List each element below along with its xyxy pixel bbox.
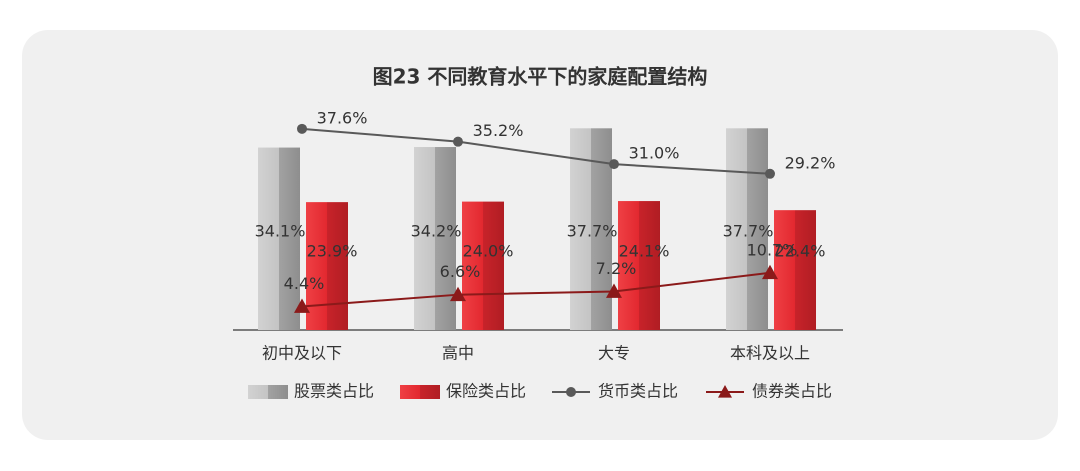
bar	[618, 201, 660, 330]
legend-label: 货币类占比	[598, 382, 678, 401]
marker	[606, 283, 622, 298]
legend-label: 保险类占比	[446, 382, 526, 401]
data-label: 29.2%	[785, 153, 836, 172]
legend-label: 股票类占比	[294, 382, 374, 401]
data-label: 4.4%	[284, 274, 325, 293]
marker	[762, 264, 778, 280]
data-label: 35.2%	[473, 121, 524, 140]
marker	[450, 286, 466, 302]
data-label: 23.9%	[307, 242, 358, 261]
x-tick-label: 大专	[598, 344, 630, 363]
bar	[258, 147, 300, 330]
data-label: 37.7%	[567, 222, 618, 241]
data-label: 7.2%	[596, 259, 637, 278]
marker	[609, 159, 619, 170]
marker	[297, 123, 307, 134]
marker	[453, 136, 463, 147]
bar	[774, 210, 816, 330]
marker	[765, 168, 775, 179]
data-label: 24.0%	[463, 242, 514, 261]
data-label: 34.2%	[411, 222, 462, 241]
data-label: 37.6%	[317, 108, 368, 127]
data-label: 10.7%	[747, 240, 798, 259]
line	[301, 271, 771, 308]
legend-marker	[566, 387, 576, 397]
legend-swatch	[248, 385, 288, 399]
chart-title: 图23 不同教育水平下的家庭配置结构	[373, 65, 708, 89]
legend-label: 债券类占比	[752, 382, 832, 401]
bar	[306, 202, 348, 330]
x-tick-label: 高中	[442, 344, 474, 363]
data-label: 34.1%	[255, 222, 306, 241]
x-tick-label: 本科及以上	[730, 344, 810, 363]
card	[22, 30, 1058, 440]
bar	[414, 147, 456, 330]
legend-swatch	[400, 385, 440, 399]
line	[301, 127, 771, 175]
bar	[462, 201, 504, 330]
legend-marker	[718, 385, 732, 398]
x-tick-label: 初中及以下	[262, 344, 342, 363]
data-label: 6.6%	[440, 262, 481, 281]
marker	[294, 298, 310, 313]
data-label: 31.0%	[629, 144, 680, 163]
data-label: 22.4%	[775, 242, 826, 261]
data-label: 37.7%	[723, 222, 774, 241]
bar	[726, 128, 768, 330]
data-label: 24.1%	[619, 242, 670, 261]
